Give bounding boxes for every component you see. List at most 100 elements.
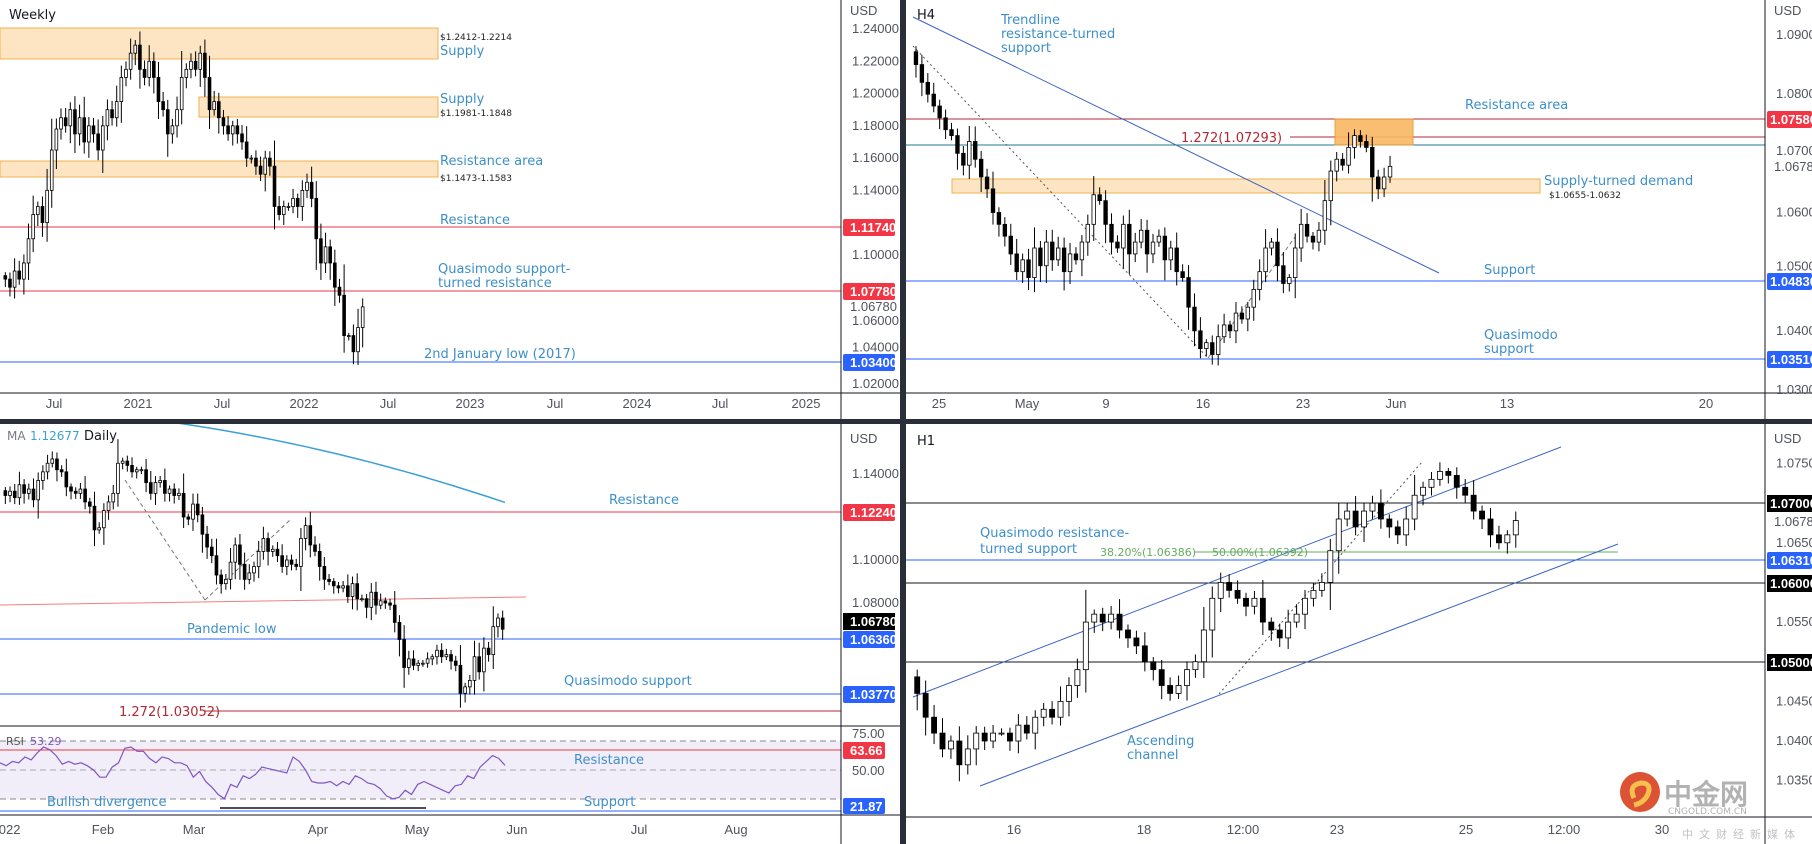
price-axis[interactable]: 1.24000 1.22000 1.20000 1.18000 1.16000 1.140… [852, 21, 899, 391]
candle-body [463, 686, 467, 694]
rsi-label: RSI [6, 735, 24, 748]
candle-body [1327, 550, 1334, 583]
zone-range: $1.1473-1.1583 [440, 174, 512, 184]
candle-body [1198, 330, 1203, 349]
candle [1014, 238, 1019, 281]
rsi-tag: 21.87 [843, 798, 885, 814]
candle-body [1221, 324, 1227, 338]
trendline[interactable] [0, 596, 527, 606]
candle [463, 682, 467, 703]
candle [114, 85, 119, 127]
candle-body [181, 492, 186, 518]
candle [411, 650, 416, 671]
candle [327, 573, 331, 586]
candle-body [59, 117, 63, 130]
candle-body [26, 238, 31, 264]
candle-body [973, 141, 978, 160]
price-axis[interactable]: 1.09000 1.08000 1.07000 1.06000 1.05000 1.040… [1776, 27, 1812, 397]
h4-panel[interactable]: H4 Trendline resistance-turned support R… [906, 0, 1812, 420]
candle [242, 552, 247, 590]
candle [392, 591, 397, 633]
candle [925, 73, 930, 103]
price-tick: 1.03000 [1776, 382, 1812, 397]
candle [1038, 240, 1043, 283]
price-axis[interactable]: 1.07500 1.06500 1.05500 1.04500 1.04000 1.035… [1776, 456, 1812, 788]
candle [1428, 472, 1435, 496]
candle [125, 455, 130, 472]
candle [272, 140, 277, 230]
candle-body [3, 490, 8, 496]
candle [1150, 657, 1157, 681]
candle [964, 735, 971, 775]
candle [378, 593, 383, 610]
candle [69, 483, 73, 500]
fib-leg-line [1218, 461, 1423, 695]
candle-body [369, 591, 374, 608]
candle [360, 594, 364, 602]
candle-body [1293, 613, 1300, 623]
candle-body [458, 664, 463, 694]
time-axis[interactable]: 25 May 9 16 23 Jun 13 20 [932, 396, 1713, 411]
candle-body [978, 158, 984, 178]
candle [1281, 252, 1286, 294]
chart-title: H1 [917, 434, 935, 449]
candle [1436, 462, 1443, 486]
candle [1263, 229, 1268, 283]
candle [961, 146, 966, 176]
candle-body [317, 551, 322, 567]
candle-body [191, 503, 195, 520]
candle [50, 451, 55, 468]
candle [41, 465, 45, 490]
candle-body [350, 583, 355, 597]
candle-body [1008, 235, 1013, 255]
trendline[interactable] [912, 16, 1440, 274]
candle [299, 527, 303, 592]
candle-body [73, 109, 77, 135]
candle-body [500, 617, 505, 630]
candle [240, 125, 244, 150]
candle-body [1495, 534, 1502, 544]
candle [102, 503, 106, 545]
candle [64, 458, 69, 497]
time-axis[interactable]: 16 18 12:00 23 25 12:00 30 [1007, 822, 1669, 837]
price-axis[interactable]: 1.14000 1.10000 1.08000 [852, 466, 899, 610]
candle [1186, 265, 1191, 330]
candle [346, 574, 350, 603]
candle-body [1109, 223, 1114, 243]
time-axis[interactable]: 2022 Feb Mar Apr May Jun Jul Aug [0, 822, 748, 837]
panel-separator-vertical[interactable] [900, 0, 906, 844]
candle [148, 470, 153, 500]
price-tick: 1.07500 [1776, 456, 1812, 471]
candle [1200, 607, 1207, 678]
candle [328, 239, 332, 280]
candle [1344, 502, 1351, 527]
candle [175, 96, 179, 138]
candle [356, 308, 360, 365]
daily-panel[interactable]: MA 1.12677 Daily Resistance Pandemic low… [0, 421, 900, 844]
time-axis[interactable]: Jul 2021 Jul 2022 Jul 2023 Jul 2024 Jul 2025 [46, 396, 821, 411]
candle-body [73, 490, 78, 494]
candle [1209, 586, 1216, 658]
candle-body [491, 626, 496, 656]
candle-body [937, 105, 942, 119]
candle-body [299, 538, 303, 567]
candle [1073, 247, 1079, 265]
candle-body [153, 482, 158, 494]
channel-upper-line[interactable] [912, 446, 1562, 698]
candle-body [967, 141, 972, 166]
weekly-panel[interactable]: Weekly $1.2412-1.2214 Supply Supply $1.1… [0, 0, 900, 420]
candle-body [275, 548, 280, 557]
candle [314, 181, 319, 270]
candle-body [106, 501, 111, 511]
candle-body [333, 262, 337, 288]
candle [1057, 686, 1064, 726]
candle [1381, 167, 1387, 198]
candle [111, 484, 116, 510]
candle [1097, 187, 1102, 205]
candle-body [1144, 229, 1150, 255]
h1-panel[interactable]: H1 Quasimodo resistance- turned support … [906, 424, 1812, 844]
candle [181, 473, 186, 529]
channel-lower-line[interactable] [979, 543, 1619, 787]
level-label: Quasimodo resistance- [980, 526, 1129, 541]
candle [355, 573, 360, 611]
